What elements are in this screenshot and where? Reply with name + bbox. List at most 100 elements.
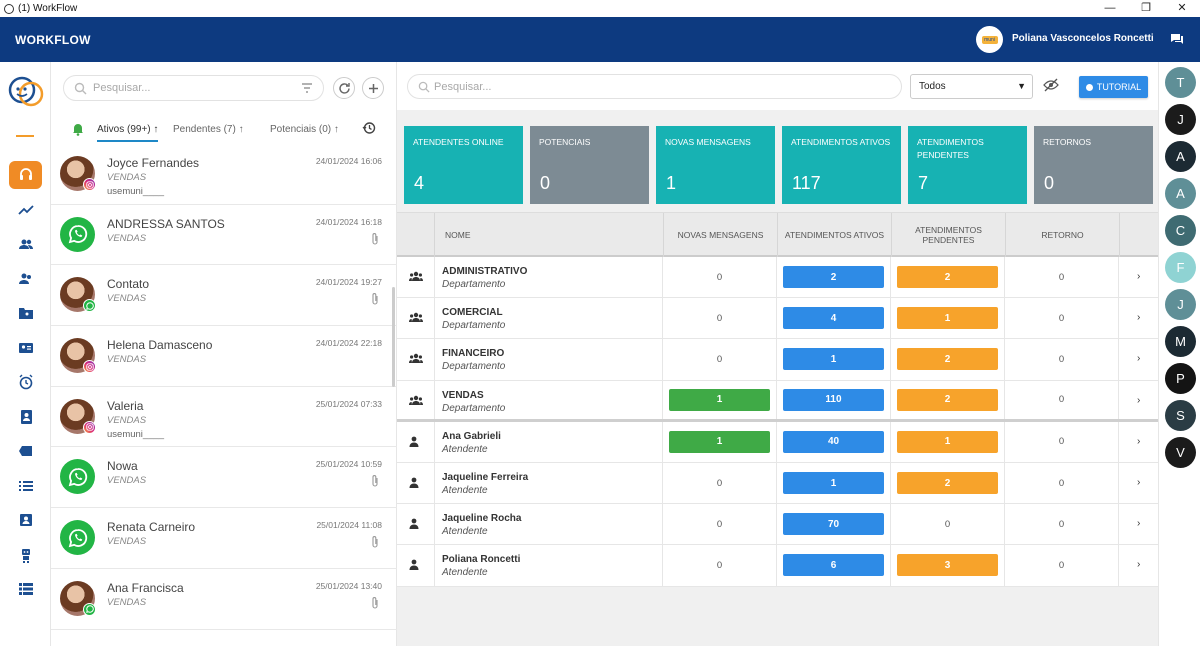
summary-card[interactable]: POTENCIAIS 0 — [530, 126, 649, 204]
chat-search-bar: Pesquisar... — [63, 75, 384, 101]
contact-avatar[interactable]: P — [1165, 363, 1196, 394]
count-novas: 0 — [716, 518, 723, 530]
chat-contact-name: Nowa — [107, 459, 138, 474]
attendant-row[interactable]: Ana Gabrieli Atendente 1 40 1 0 › — [397, 421, 1158, 463]
list-icon — [18, 481, 33, 491]
cell-ativos: 1 — [777, 462, 891, 504]
attendant-row[interactable]: Jaqueline Rocha Atendente 0 70 0 0 › — [397, 504, 1158, 546]
contact-avatar[interactable]: F — [1165, 252, 1196, 283]
chevron-right-icon[interactable]: › — [1137, 435, 1141, 447]
dashboard-search-input[interactable]: Pesquisar... — [407, 74, 902, 99]
user-group-icon — [18, 273, 31, 284]
maximize-button[interactable]: ❐ — [1141, 2, 1151, 14]
contact-avatar[interactable]: J — [1165, 104, 1196, 135]
nav-profile[interactable] — [9, 506, 42, 534]
filter-icon[interactable] — [301, 83, 313, 93]
tab-pendentes[interactable]: Pendentes (7) ↑ — [173, 124, 244, 135]
chevron-right-icon[interactable]: › — [1137, 476, 1141, 488]
chevron-right-icon[interactable]: › — [1137, 559, 1141, 571]
department-row[interactable]: VENDAS Departamento 1 110 2 0 › — [397, 380, 1158, 422]
th-retorno[interactable]: RETORNO — [1005, 213, 1119, 257]
add-chat-button[interactable] — [362, 77, 384, 99]
cell-nome: COMERCIAL Departamento — [434, 298, 663, 339]
contact-avatar[interactable]: V — [1165, 437, 1196, 468]
cell-pendentes: 2 — [891, 380, 1005, 419]
refresh-button[interactable] — [333, 77, 355, 99]
chat-list-item[interactable]: Contato VENDAS 24/01/2024 19:27 — [51, 265, 397, 327]
cell-ativos: 2 — [777, 257, 891, 298]
department-row[interactable]: COMERCIAL Departamento 0 4 1 0 › — [397, 298, 1158, 340]
chat-list-item[interactable]: Helena Damasceno VENDAS 24/01/2024 22:18 — [51, 326, 397, 387]
chevron-right-icon[interactable]: › — [1137, 518, 1141, 530]
chat-icon[interactable] — [1170, 33, 1184, 45]
eye-off-icon[interactable] — [1043, 78, 1059, 92]
count-retorno: 0 — [1058, 518, 1065, 530]
cell-novas: 0 — [663, 504, 777, 545]
user-avatar[interactable]: muni — [976, 26, 1003, 53]
attendant-row[interactable]: Jaqueline Ferreira Atendente 0 1 2 0 › — [397, 462, 1158, 505]
cell-ativos: 4 — [777, 298, 891, 339]
nav-contacts[interactable] — [9, 265, 42, 293]
nav-alarm[interactable] — [9, 368, 42, 396]
filter-select[interactable]: Todos ▼ — [910, 74, 1033, 99]
chat-list-item[interactable]: Valeria VENDAS usemuni____ 25/01/2024 07:33 — [51, 387, 397, 448]
chat-list-scrollbar[interactable] — [392, 287, 395, 387]
summary-card[interactable]: ATENDENTES ONLINE 4 — [404, 126, 523, 204]
minimize-button[interactable]: — — [1104, 2, 1116, 14]
nav-list[interactable] — [9, 472, 42, 500]
tutorial-button[interactable]: TUTORIAL — [1079, 76, 1148, 98]
nav-folders[interactable] — [9, 299, 42, 327]
contact-avatar[interactable]: A — [1165, 178, 1196, 209]
chat-list-item[interactable]: ANDRESSA SANTOS VENDAS 24/01/2024 16:18 — [51, 205, 397, 266]
department-row[interactable]: ADMINISTRATIVO Departamento 0 2 2 0 › — [397, 257, 1158, 299]
nav-dashboard[interactable] — [9, 196, 42, 224]
summary-card[interactable]: NOVAS MENSAGENS 1 — [656, 126, 775, 204]
nav-id-card[interactable] — [9, 334, 42, 362]
tab-ativos[interactable]: Ativos (99+) ↑ — [97, 124, 159, 142]
chevron-right-icon[interactable]: › — [1137, 394, 1141, 406]
nav-menu[interactable] — [9, 575, 42, 603]
bell-icon[interactable] — [71, 122, 85, 136]
nav-tags[interactable] — [9, 437, 42, 465]
nav-atendimento[interactable] — [9, 161, 42, 189]
chevron-right-icon[interactable]: › — [1137, 353, 1141, 365]
contact-avatar[interactable]: A — [1165, 141, 1196, 172]
summary-card[interactable]: RETORNOS 0 — [1034, 126, 1153, 204]
th-atendimentos-pendentes[interactable]: ATENDIMENTOS PENDENTES — [891, 213, 1005, 257]
attendant-row[interactable]: Poliana Roncetti Atendente 0 6 3 0 › — [397, 545, 1158, 587]
contact-avatar[interactable]: S — [1165, 400, 1196, 431]
users-icon — [18, 239, 33, 249]
count-pill-ativos: 4 — [783, 307, 884, 330]
department-row[interactable]: FINANCEIRO Departamento 0 1 2 0 › — [397, 339, 1158, 381]
th-atendimentos-ativos[interactable]: ATENDIMENTOS ATIVOS — [777, 213, 891, 257]
chat-list-item[interactable]: Nowa VENDAS 25/01/2024 10:59 — [51, 447, 397, 509]
th-nome[interactable]: NOME — [434, 213, 663, 257]
chat-list-item[interactable]: Ana Francisca VENDAS 25/01/2024 13:40 — [51, 569, 397, 630]
summary-card[interactable]: ATENDIMENTOS ATIVOS 117 — [782, 126, 901, 204]
chat-search-input[interactable]: Pesquisar... — [63, 75, 324, 101]
row-name: Ana Gabrieli — [442, 430, 501, 442]
summary-card[interactable]: ATENDIMENTOS PENDENTES 7 — [908, 126, 1027, 204]
th-novas-mensagens[interactable]: NOVAS MENSAGENS — [663, 213, 777, 257]
nav-groups[interactable] — [9, 230, 42, 258]
close-button[interactable]: ✕ — [1177, 2, 1187, 14]
chevron-right-icon[interactable]: › — [1137, 271, 1141, 282]
contact-avatar[interactable]: C — [1165, 215, 1196, 246]
user-name[interactable]: Poliana Vasconcelos Roncetti — [1012, 33, 1154, 44]
chat-list-item[interactable]: Renata Carneiro VENDAS 25/01/2024 11:08 — [51, 508, 397, 569]
tab-potenciais[interactable]: Potenciais (0) ↑ — [270, 124, 339, 135]
contact-avatar[interactable]: T — [1165, 67, 1196, 98]
contact-avatar[interactable]: M — [1165, 326, 1196, 357]
cell-nome: Poliana Roncetti Atendente — [434, 545, 663, 586]
nav-bot[interactable] — [9, 541, 42, 569]
nav-agenda[interactable] — [9, 403, 42, 431]
chat-list-item[interactable]: Joyce Fernandes VENDAS usemuni____ 24/01/20… — [51, 144, 397, 205]
dashboard-search-placeholder: Pesquisar... — [434, 81, 492, 93]
history-icon[interactable] — [362, 121, 376, 135]
cell-nome: ADMINISTRATIVO Departamento — [434, 257, 663, 298]
users-icon — [409, 312, 423, 323]
count-pill-ativos: 1 — [783, 348, 884, 371]
chevron-right-icon[interactable]: › — [1137, 312, 1141, 324]
contact-avatar[interactable]: J — [1165, 289, 1196, 320]
